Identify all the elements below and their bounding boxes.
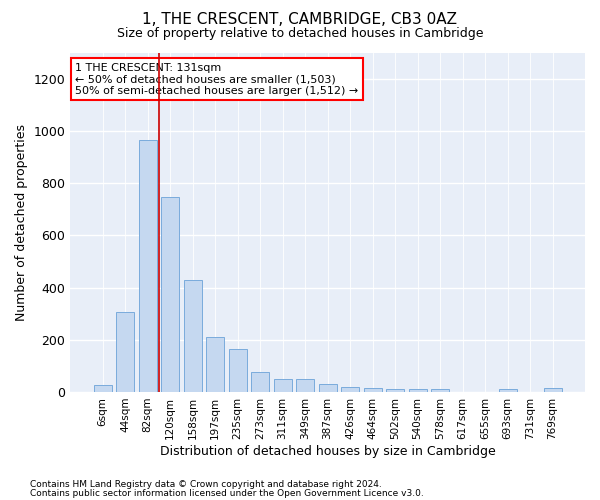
Text: 1 THE CRESCENT: 131sqm
← 50% of detached houses are smaller (1,503)
50% of semi-: 1 THE CRESCENT: 131sqm ← 50% of detached… [76, 62, 359, 96]
Bar [431, 390, 449, 392]
Bar [139, 140, 157, 392]
Bar [251, 372, 269, 392]
Text: Size of property relative to detached houses in Cambridge: Size of property relative to detached ho… [117, 28, 483, 40]
Bar [184, 280, 202, 392]
Bar [364, 388, 382, 392]
Bar [161, 198, 179, 392]
Bar [409, 390, 427, 392]
Text: Contains public sector information licensed under the Open Government Licence v3: Contains public sector information licen… [30, 488, 424, 498]
X-axis label: Distribution of detached houses by size in Cambridge: Distribution of detached houses by size … [160, 444, 496, 458]
Text: Contains HM Land Registry data © Crown copyright and database right 2024.: Contains HM Land Registry data © Crown c… [30, 480, 382, 489]
Bar [319, 384, 337, 392]
Text: 1, THE CRESCENT, CAMBRIDGE, CB3 0AZ: 1, THE CRESCENT, CAMBRIDGE, CB3 0AZ [143, 12, 458, 28]
Bar [229, 349, 247, 392]
Bar [94, 386, 112, 392]
Bar [206, 337, 224, 392]
Bar [116, 312, 134, 392]
Y-axis label: Number of detached properties: Number of detached properties [15, 124, 28, 320]
Bar [386, 390, 404, 392]
Bar [274, 379, 292, 392]
Bar [544, 388, 562, 392]
Bar [296, 379, 314, 392]
Bar [341, 386, 359, 392]
Bar [499, 390, 517, 392]
